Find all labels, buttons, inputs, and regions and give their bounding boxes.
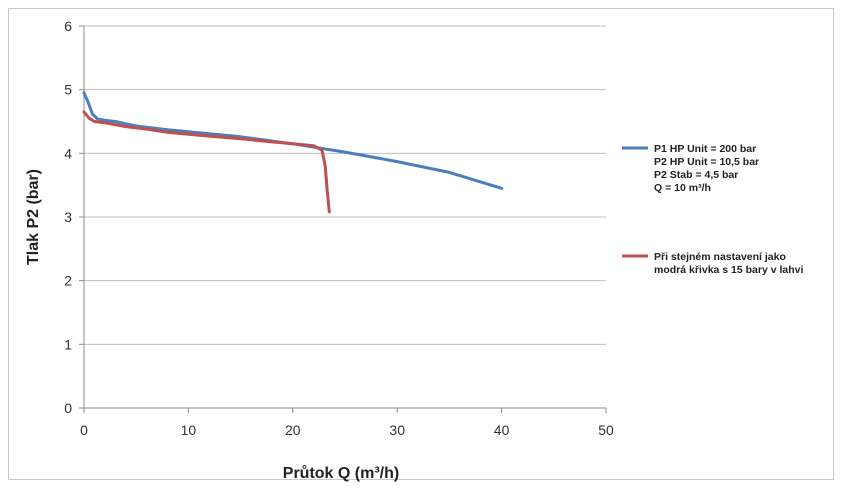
x-tick-label: 50 xyxy=(598,422,614,438)
legend: P1 HP Unit = 200 bar P2 HP Unit = 10,5 ba… xyxy=(622,143,804,276)
x-axis-title: Průtok Q (m³/h) xyxy=(283,465,399,482)
axes xyxy=(79,25,607,413)
x-tick-label: 30 xyxy=(389,422,405,438)
y-tick-label: 2 xyxy=(64,273,72,289)
x-tick-label: 20 xyxy=(285,422,301,438)
y-axis-title: Tlak P2 (bar) xyxy=(25,169,42,265)
x-tick-label: 10 xyxy=(181,422,197,438)
y-tick-label: 3 xyxy=(64,209,72,225)
data-series xyxy=(82,91,504,214)
y-tick-label: 4 xyxy=(64,145,72,161)
y-tick-label: 5 xyxy=(64,82,72,98)
x-tick-label: 0 xyxy=(80,422,88,438)
chart-frame xyxy=(8,8,834,480)
y-tick-label: 6 xyxy=(64,18,72,34)
tick-labels: 0 1 2 3 4 5 6 0 10 20 30 40 50 xyxy=(64,18,614,438)
y-tick-label: 0 xyxy=(64,400,72,416)
grid-lines xyxy=(84,25,606,345)
y-tick-label: 1 xyxy=(64,336,72,352)
legend-label-1: P1 HP Unit = 200 bar P2 HP Unit = 10,5 ba… xyxy=(654,143,759,194)
series-line-2 xyxy=(82,110,331,214)
series-line-1 xyxy=(82,91,504,190)
legend-label-2: Při stejném nastavení jako modrá křivka s… xyxy=(654,251,804,276)
x-tick-label: 40 xyxy=(494,422,510,438)
